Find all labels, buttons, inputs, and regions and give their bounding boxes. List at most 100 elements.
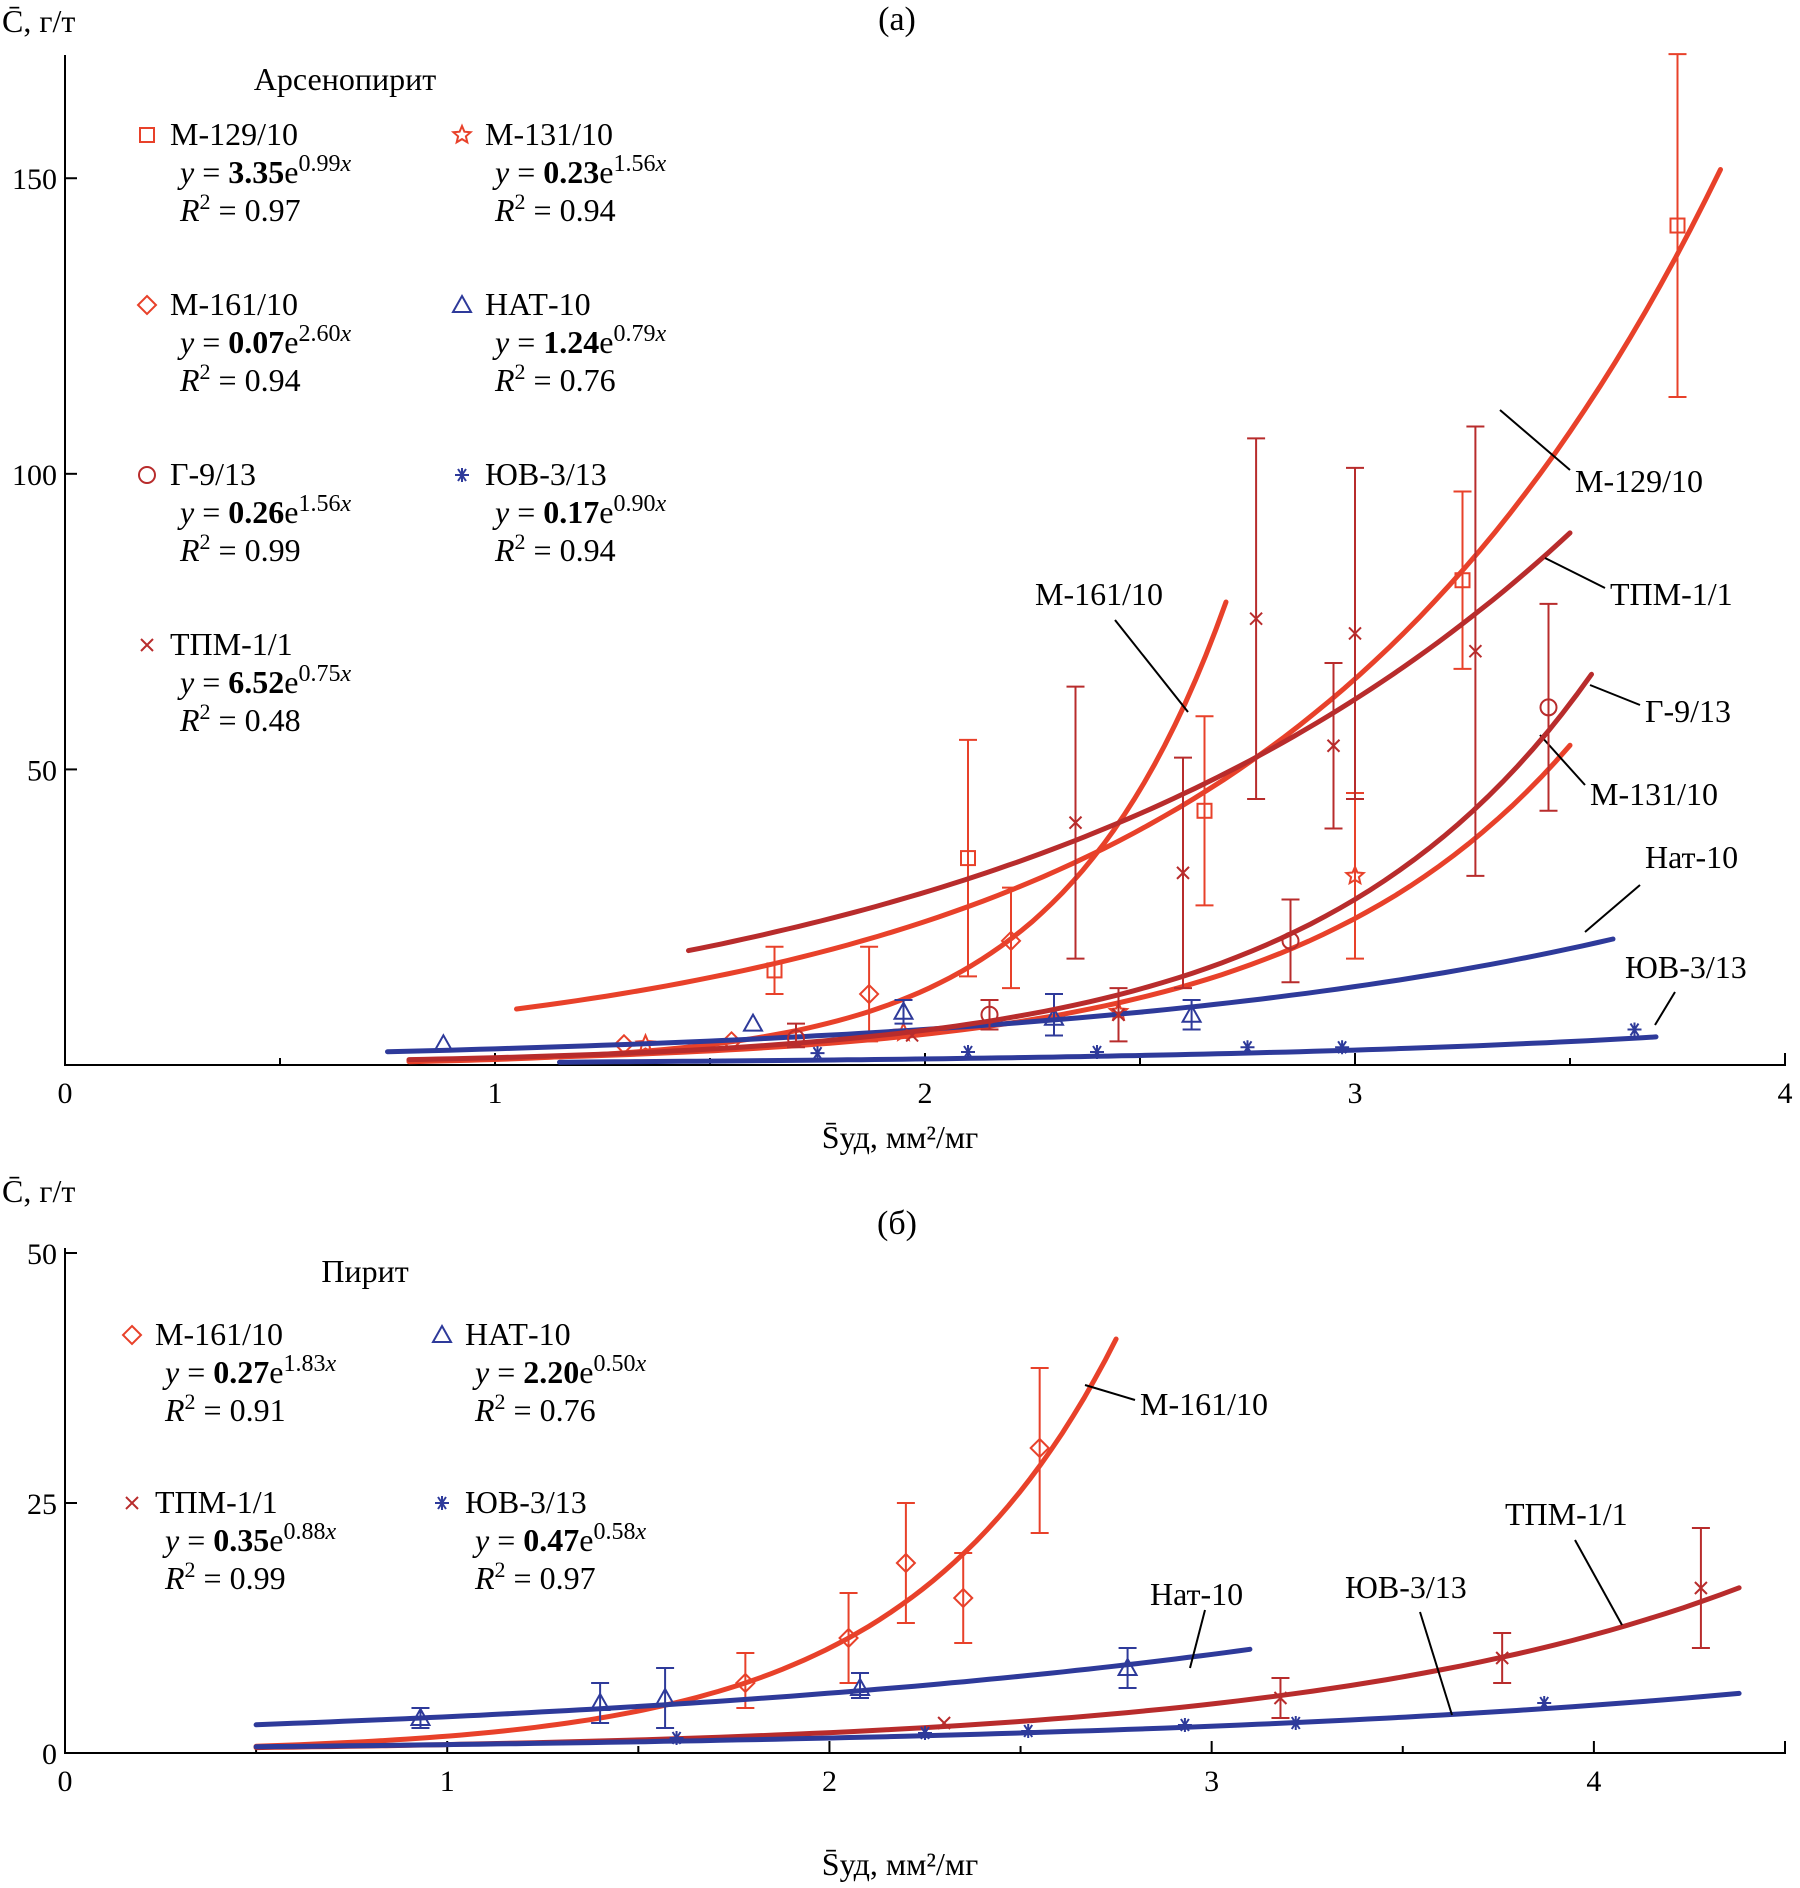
fit-equation: y = 0.27e1.83x bbox=[162, 1351, 336, 1390]
y-axis-label: C̄, г/т bbox=[2, 1173, 75, 1209]
y-tick-label: 50 bbox=[27, 1238, 57, 1271]
legend-marker bbox=[450, 123, 474, 145]
data-point bbox=[1029, 1437, 1051, 1459]
fit-r2: R2 = 0.99 bbox=[164, 1557, 286, 1596]
data-point bbox=[1240, 1040, 1255, 1055]
curve-label-leader bbox=[1499, 409, 1571, 471]
fit-r2: R2 = 0.94 bbox=[494, 189, 616, 228]
series-НАТ-10: Нат-10 bbox=[385, 839, 1738, 1055]
data-point bbox=[1288, 1716, 1303, 1730]
legend-title: Пирит bbox=[321, 1253, 408, 1289]
y-tick-label: 25 bbox=[27, 1488, 57, 1521]
x-tick-label: 2 bbox=[822, 1765, 837, 1798]
error-bar bbox=[591, 1682, 610, 1724]
curve-label: М-129/10 bbox=[1575, 463, 1703, 499]
legend-marker bbox=[139, 127, 155, 143]
data-point bbox=[960, 850, 976, 867]
error-bar bbox=[959, 738, 977, 978]
legend-series-name: ЮВ-3/13 bbox=[465, 1484, 587, 1520]
legend-series-name: ТПМ-1/1 bbox=[170, 626, 293, 662]
fit-equation: y = 3.35e0.99x bbox=[177, 151, 351, 190]
fit-curve bbox=[406, 671, 1594, 1063]
legend-series-name: НАТ-10 bbox=[485, 286, 591, 322]
fit-r2: R2 = 0.94 bbox=[179, 359, 301, 398]
data-point bbox=[1068, 815, 1083, 830]
fit-r2: R2 = 0.94 bbox=[494, 529, 616, 568]
curve-label-leader bbox=[1589, 684, 1641, 706]
x-tick-label: 4 bbox=[1586, 1765, 1601, 1798]
error-bar bbox=[1539, 602, 1558, 812]
series-Г-9/13: Г-9/13 bbox=[406, 602, 1731, 1063]
data-point bbox=[937, 1716, 951, 1730]
data-point bbox=[1090, 1044, 1104, 1059]
data-point bbox=[1627, 1022, 1642, 1037]
x-tick-label: 1 bbox=[488, 1077, 503, 1110]
error-bar bbox=[656, 1667, 675, 1729]
data-point bbox=[1454, 572, 1471, 589]
x-axis-label: S̄уд, мм²/мг bbox=[822, 1846, 978, 1882]
series-М-129/10: М-129/10 bbox=[514, 53, 1723, 1012]
data-point bbox=[1043, 1006, 1065, 1026]
data-point bbox=[1196, 802, 1213, 819]
data-point bbox=[1335, 1040, 1350, 1055]
data-point bbox=[1176, 866, 1190, 880]
legend-series-name: НАТ-10 bbox=[465, 1316, 571, 1352]
error-bar bbox=[1045, 993, 1063, 1037]
legend-marker bbox=[136, 294, 158, 316]
data-point bbox=[1111, 1008, 1126, 1022]
data-point bbox=[895, 1552, 917, 1574]
legend-series-name: М-129/10 bbox=[170, 116, 298, 152]
curve-label-leader bbox=[1189, 1609, 1206, 1669]
legend-marker bbox=[451, 293, 473, 313]
x-tick-label: 4 bbox=[1778, 1077, 1793, 1110]
curve-label-leader bbox=[1584, 884, 1641, 933]
curve-label-leader bbox=[1654, 991, 1676, 1026]
series-НАТ-10: Нат-10 bbox=[253, 1576, 1253, 1729]
data-point bbox=[905, 1028, 919, 1043]
curve-label: Нат-10 bbox=[1150, 1576, 1243, 1612]
curve-label-leader bbox=[1419, 1611, 1453, 1716]
curve-label-leader bbox=[1574, 1539, 1623, 1626]
fit-r2: R2 = 0.76 bbox=[494, 359, 616, 398]
data-point bbox=[1669, 217, 1686, 234]
data-point bbox=[1326, 739, 1341, 753]
fit-r2: R2 = 0.99 bbox=[179, 529, 301, 568]
legend-title: Арсенопирит bbox=[254, 61, 436, 97]
x-tick-label: 3 bbox=[1204, 1765, 1219, 1798]
data-point bbox=[1281, 931, 1300, 950]
axes bbox=[64, 55, 1786, 1066]
fit-equation: y = 6.52e0.75x bbox=[177, 661, 351, 700]
fit-curve bbox=[514, 167, 1723, 1012]
data-point bbox=[1180, 1003, 1203, 1023]
series-М-161/10: М-161/10 bbox=[253, 1336, 1268, 1749]
data-point bbox=[1537, 1696, 1552, 1710]
fit-curve bbox=[253, 1336, 1119, 1749]
panel-a: (a) C̄, г/т S̄уд, мм²/мг 0 1 2 3 4 50 100 150 Арсен… bbox=[2, 1, 1793, 1155]
x-tick-label: 0 bbox=[58, 1077, 73, 1110]
data-point bbox=[1694, 1581, 1708, 1595]
fit-curve bbox=[253, 1690, 1742, 1750]
data-point bbox=[858, 983, 880, 1005]
legend-marker bbox=[121, 1324, 143, 1346]
y-tick-label: 50 bbox=[27, 754, 57, 787]
data-point bbox=[432, 1033, 455, 1053]
y-axis-label: C̄, г/т bbox=[2, 3, 75, 39]
x-tick-label: 0 bbox=[58, 1765, 73, 1798]
x-axis-label: S̄уд, мм²/мг bbox=[822, 1119, 978, 1155]
data-point bbox=[849, 1676, 871, 1696]
curve-label: Г-9/13 bbox=[1645, 693, 1731, 729]
legend-series-name: М-161/10 bbox=[170, 286, 298, 322]
legend-series-name: ЮВ-3/13 bbox=[485, 456, 607, 492]
panel-label: (б) bbox=[877, 1205, 917, 1242]
error-bar bbox=[1668, 53, 1687, 398]
curve-label: ЮВ-3/13 bbox=[1345, 1569, 1467, 1605]
fit-equation: y = 2.20e0.50x bbox=[472, 1351, 646, 1390]
